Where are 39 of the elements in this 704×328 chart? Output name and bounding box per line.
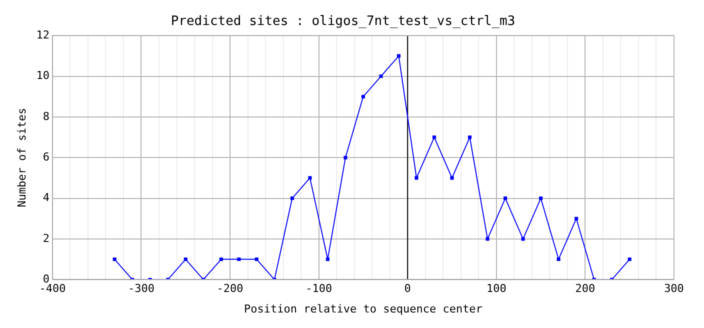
x-tick-label: 200 — [575, 282, 596, 296]
y-tick-label: 10 — [36, 69, 50, 82]
point — [628, 257, 632, 262]
point — [539, 196, 543, 200]
y-tick-label: 4 — [42, 191, 50, 204]
point — [237, 257, 241, 262]
point — [574, 216, 578, 220]
point — [396, 54, 401, 58]
point — [184, 257, 188, 262]
point — [504, 196, 508, 200]
point — [521, 237, 525, 241]
point — [379, 74, 383, 78]
point — [290, 196, 294, 200]
y-tick-label: 2 — [42, 232, 50, 245]
point — [344, 156, 348, 160]
x-tick-label: 300 — [664, 282, 684, 296]
x-axis-title: Position relative to sequence center — [244, 302, 483, 316]
x-tick-label: 0 — [404, 282, 411, 296]
point — [468, 135, 472, 140]
point — [308, 176, 312, 180]
point — [326, 257, 330, 262]
point — [432, 135, 436, 140]
point — [112, 257, 116, 262]
point — [556, 257, 560, 262]
point — [361, 94, 365, 98]
x-tick-label: 100 — [486, 282, 506, 296]
chart-title: Predicted sites : oligos_7nt_test_vs_ctrl_m3 — [170, 14, 516, 30]
point — [414, 176, 418, 180]
x-tick-label: -300 — [128, 282, 154, 296]
x-tick-label: -100 — [306, 282, 332, 296]
point — [219, 257, 223, 262]
point — [254, 257, 258, 262]
y-tick-label: 12 — [36, 28, 50, 42]
point — [450, 176, 454, 180]
y-tick-label: 8 — [42, 110, 50, 123]
x-tick-label: -200 — [216, 282, 244, 296]
point — [486, 237, 490, 241]
y-tick-label: 6 — [42, 150, 50, 164]
y-axis-title: Number of sites — [15, 108, 28, 208]
